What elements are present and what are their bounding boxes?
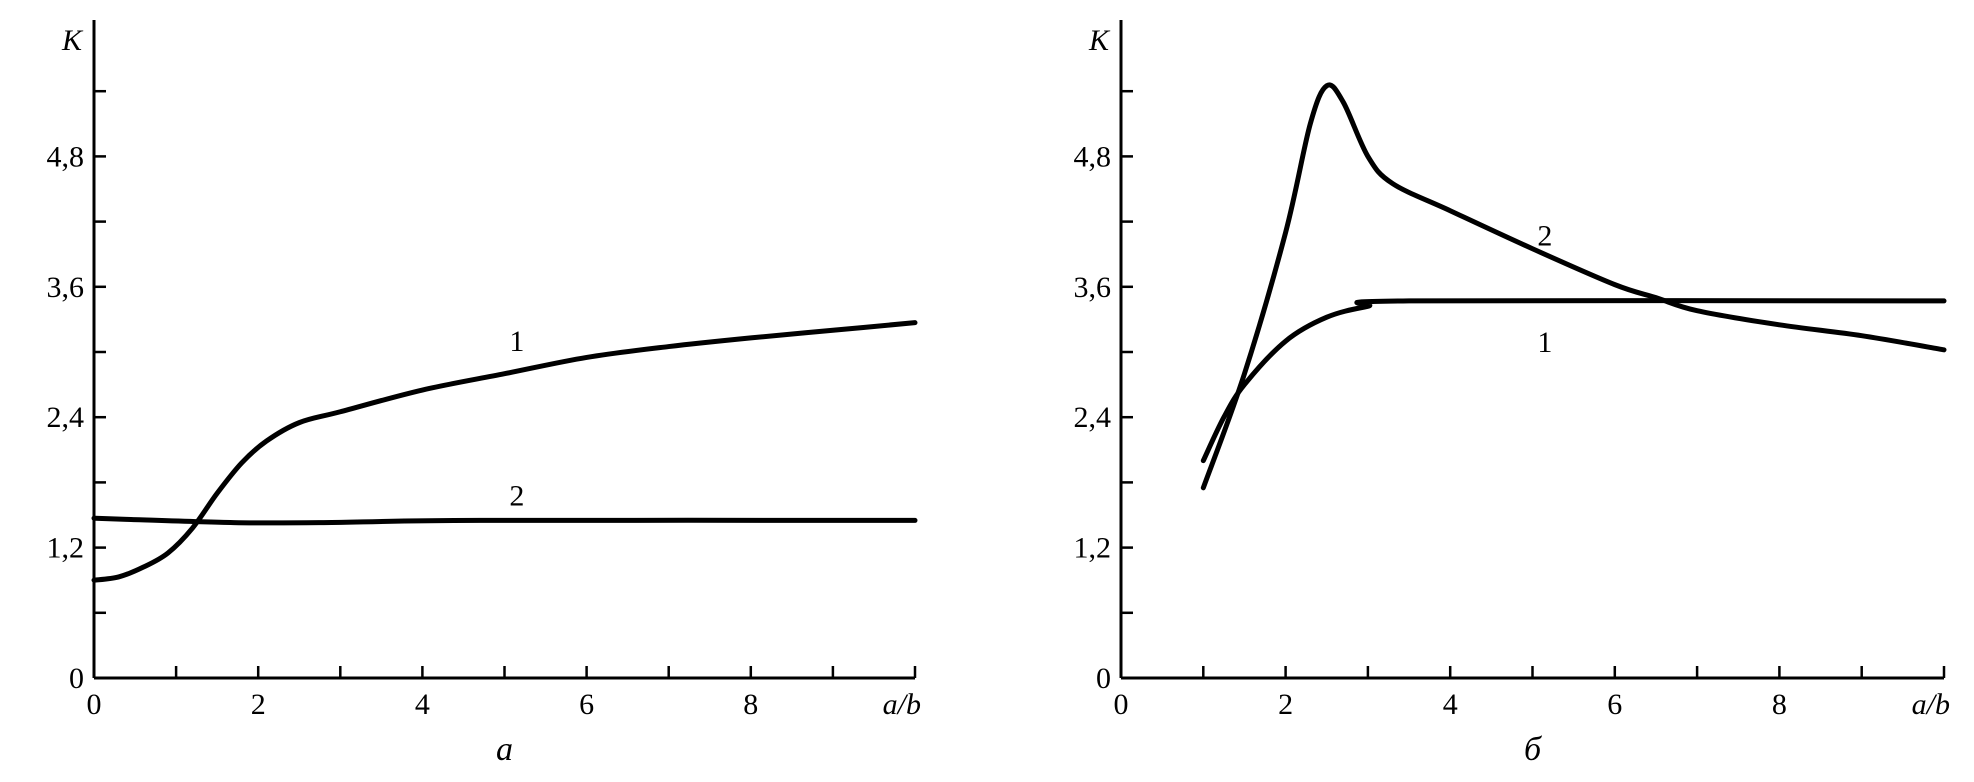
series-line-1	[1200, 298, 1947, 464]
panel-label: а	[496, 731, 513, 768]
x-tick-label: 6	[1607, 688, 1622, 721]
x-tick-label: 0	[87, 688, 102, 721]
y-tick-label: 1,2	[1074, 532, 1112, 565]
series-line-2	[91, 515, 918, 526]
y-tick-label: 0	[69, 662, 84, 695]
y-tick-label: 0	[1096, 662, 1111, 695]
y-tick-label: 2,4	[1074, 401, 1112, 434]
series-label: 1	[509, 325, 524, 358]
x-tick-label: 8	[743, 688, 758, 721]
y-tick-label: 1,2	[47, 532, 85, 565]
x-tick-label: 6	[579, 688, 594, 721]
series-line-2	[1200, 82, 1947, 491]
y-tick-label: 4,8	[47, 140, 85, 173]
panel-label: б	[1524, 731, 1543, 768]
x-axis-label: a/b	[1912, 688, 1950, 721]
series-label: 1	[1537, 326, 1552, 359]
series-label: 2	[1537, 220, 1552, 253]
x-tick-label: 2	[251, 688, 266, 721]
y-tick-label: 3,6	[1074, 271, 1112, 304]
x-tick-label: 2	[1278, 688, 1293, 721]
x-tick-label: 4	[1443, 688, 1458, 721]
chart-panel-1: 0 2 4 6 8 0 1,2 2,4 3,6 4,8 Ka/b а 1 2	[47, 20, 921, 768]
y-axis-label: K	[1088, 24, 1111, 57]
y-tick-label: 3,6	[47, 271, 85, 304]
y-tick-label: 2,4	[47, 401, 85, 434]
x-tick-label: 0	[1114, 688, 1129, 721]
x-tick-label: 4	[415, 688, 430, 721]
x-tick-label: 8	[1772, 688, 1787, 721]
series-line-1	[91, 320, 918, 583]
y-axis-label: K	[61, 24, 84, 57]
series-label: 2	[509, 479, 524, 512]
y-tick-label: 4,8	[1074, 140, 1112, 173]
chart-panel-2: 0 2 4 6 8 0 1,2 2,4 3,6 4,8 Ka/b б 1 2	[1074, 20, 1950, 768]
x-axis-label: a/b	[883, 688, 921, 721]
